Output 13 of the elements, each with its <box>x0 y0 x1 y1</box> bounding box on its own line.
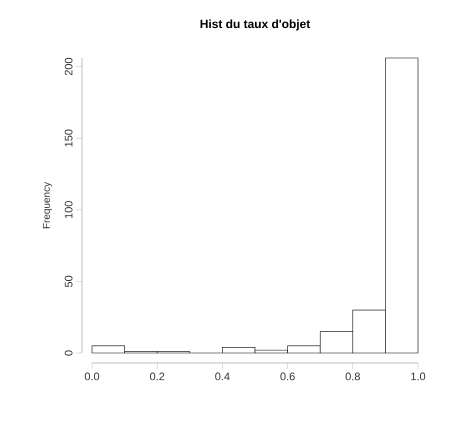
chart-title: Hist du taux d'objet <box>200 19 310 30</box>
y-axis-title: Frequency <box>42 182 52 228</box>
x-tick-label: 0.0 <box>84 372 100 380</box>
x-tick-label: 0.8 <box>346 372 360 380</box>
y-tick-label: 100 <box>64 201 72 218</box>
y-tick-label: 200 <box>64 58 72 76</box>
y-tick-label: 0 <box>64 350 72 356</box>
x-tick-label: 0.6 <box>280 372 295 380</box>
x-tick-label: 1.0 <box>411 372 426 380</box>
y-tick-label: 50 <box>64 276 72 288</box>
x-tick-label: 0.4 <box>215 372 230 380</box>
x-tick-label: 0.2 <box>150 372 164 380</box>
y-tick-label: 150 <box>64 129 72 147</box>
